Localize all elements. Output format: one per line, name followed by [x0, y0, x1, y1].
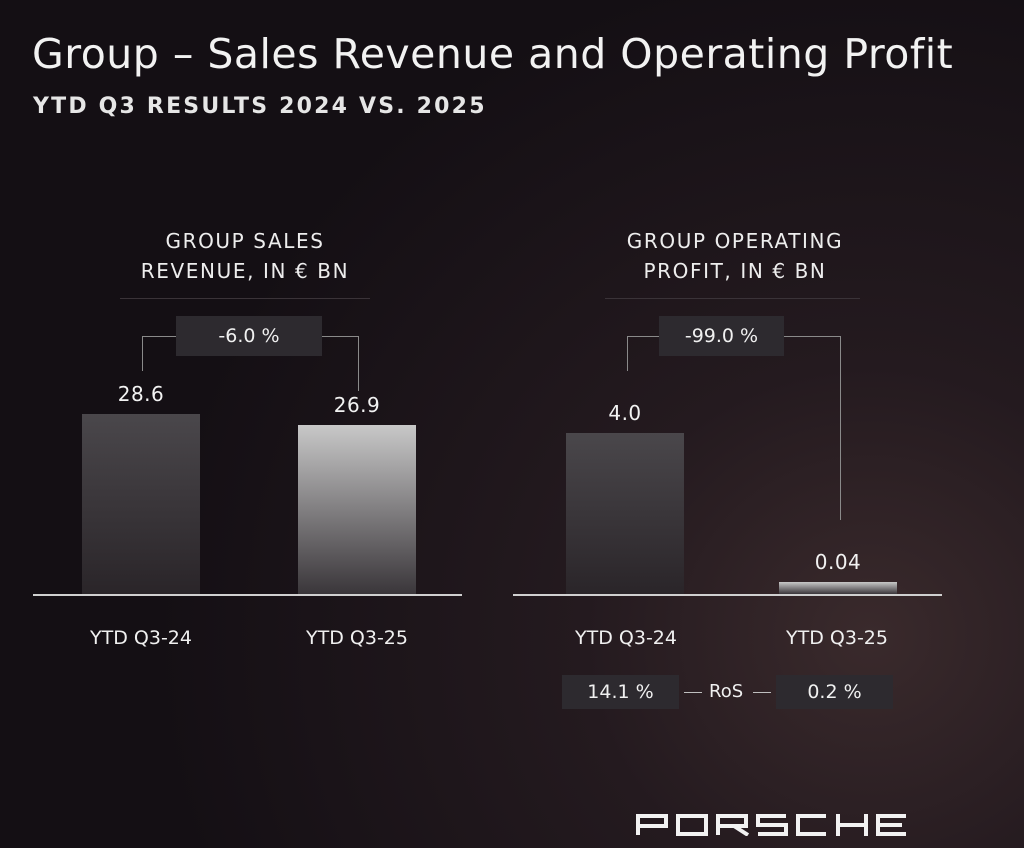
bar-value-label: 0.04 — [814, 550, 862, 574]
change-bracket-right — [784, 336, 841, 520]
change-bracket-left — [142, 336, 177, 371]
bar-ytd-q3-24 — [566, 433, 684, 594]
bar-value-label: 4.0 — [608, 401, 642, 426]
bar-ytd-q3-25 — [779, 582, 897, 594]
chart-title-line: GROUP SALES — [165, 229, 325, 253]
bar-ytd-q3-24 — [82, 414, 200, 594]
chart-baseline — [513, 594, 942, 596]
bar-value-label: 26.9 — [333, 392, 381, 417]
category-label: YTD Q3-25 — [306, 627, 408, 649]
change-bracket-left — [627, 336, 660, 371]
change-badge: -99.0 % — [659, 316, 784, 356]
ros-connector — [684, 692, 702, 693]
chart-title-line: REVENUE, IN € BN — [140, 259, 350, 283]
ros-value: 14.1 % — [562, 675, 679, 709]
page-title: Group – Sales Revenue and Operating Prof… — [32, 30, 954, 78]
porsche-logo — [636, 814, 906, 836]
chart-baseline — [33, 594, 462, 596]
bar-value-label: 28.6 — [117, 382, 165, 407]
category-label: YTD Q3-24 — [575, 627, 677, 649]
chart-title-line: GROUP OPERATING — [626, 229, 844, 253]
change-bracket-right — [322, 336, 359, 391]
ros-label: RoS — [709, 681, 744, 702]
chart-title: GROUP OPERATING PROFIT, IN € BN — [580, 226, 890, 286]
change-badge: -6.0 % — [176, 316, 322, 356]
chart-title: GROUP SALES REVENUE, IN € BN — [90, 226, 400, 286]
ros-connector — [753, 692, 771, 693]
heading-divider — [605, 298, 860, 299]
ros-value: 0.2 % — [776, 675, 893, 709]
chart-title-line: PROFIT, IN € BN — [643, 259, 827, 283]
category-label: YTD Q3-24 — [90, 627, 192, 649]
category-label: YTD Q3-25 — [786, 627, 888, 649]
bar-ytd-q3-25 — [298, 424, 416, 594]
page-subtitle: YTD Q3 RESULTS 2024 VS. 2025 — [33, 94, 487, 119]
heading-divider — [120, 298, 370, 299]
